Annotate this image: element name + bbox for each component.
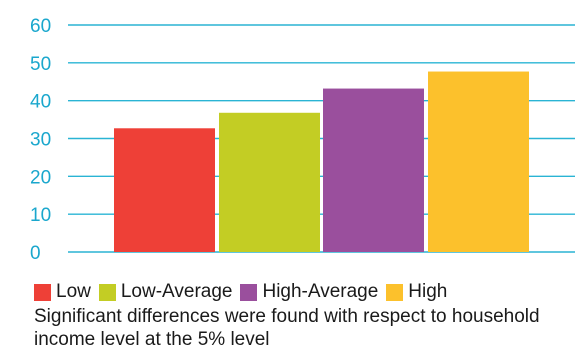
legend-item-low-average: Low-Average — [98, 281, 233, 303]
y-tick-label: 50 — [30, 54, 51, 75]
legend-item-low: Low — [34, 281, 91, 303]
y-tick-label: 20 — [30, 167, 51, 188]
bar-high-average — [323, 88, 424, 252]
legend-swatch-low — [34, 283, 51, 301]
legend-item-high-average: High-Average — [240, 281, 378, 303]
legend-label-high-average: High-Average — [262, 281, 379, 302]
chart-legend: Low Low-Average High-Average High — [34, 281, 455, 303]
legend-label-low-average: Low-Average — [120, 281, 233, 302]
y-tick-label: 60 — [30, 16, 51, 37]
y-tick-label: 10 — [30, 205, 51, 226]
chart-footnote: Significant differences were found with … — [34, 306, 540, 350]
legend-item-high: High — [386, 281, 447, 303]
bar-low — [114, 128, 215, 252]
y-tick-label: 40 — [30, 92, 51, 113]
y-tick-label: 30 — [30, 130, 51, 151]
y-tick-label: 0 — [30, 243, 41, 264]
legend-label-high: High — [408, 281, 448, 302]
bar-high — [428, 71, 529, 252]
legend-swatch-low-average — [98, 283, 116, 301]
legend-swatch-high-average — [240, 283, 258, 301]
legend-label-low: Low — [56, 281, 91, 302]
bar-chart: 0 10 20 30 40 50 60 — [30, 16, 575, 264]
legend-swatch-high — [386, 283, 404, 301]
bar-low-average — [219, 112, 320, 252]
